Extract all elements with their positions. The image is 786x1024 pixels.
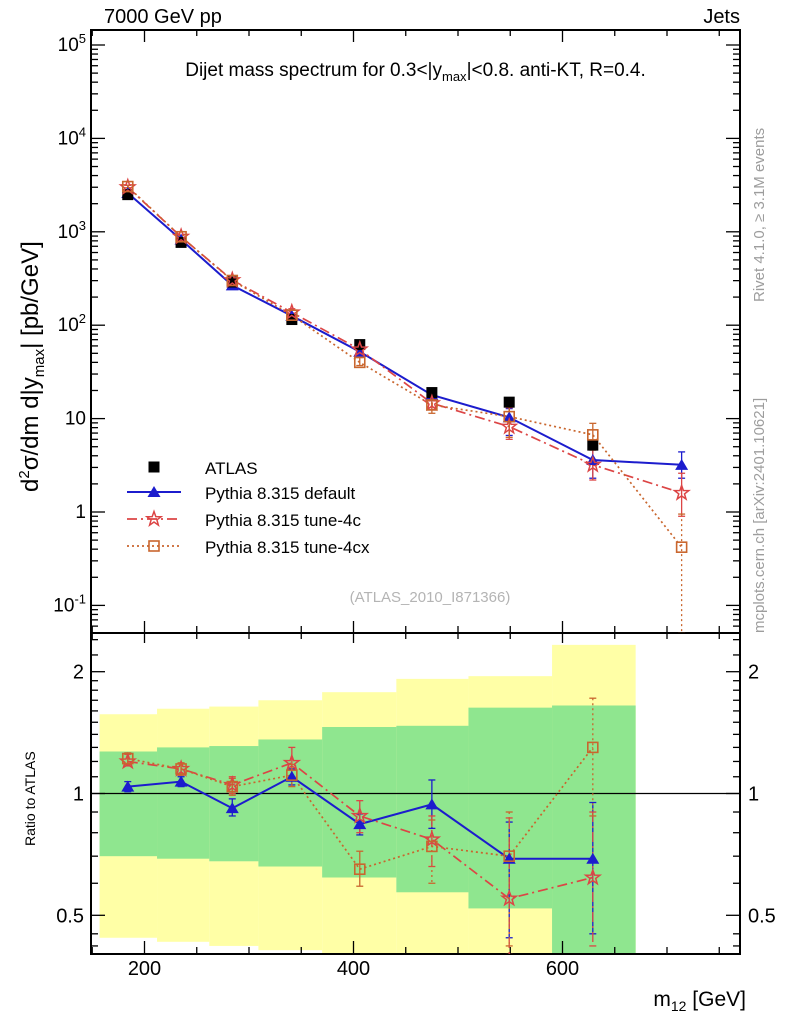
y-tick-label: 1 <box>75 502 86 523</box>
x-label-subscript: 12 <box>670 998 687 1014</box>
ratio-tick-label-right: 2 <box>748 662 759 684</box>
star-marker <box>499 888 519 907</box>
triangle-marker <box>147 486 161 497</box>
ratio-tick-label-right: 1 <box>748 784 759 806</box>
triangle-marker <box>285 770 299 782</box>
green-band-bin <box>209 746 259 862</box>
atlas-marker <box>226 276 238 288</box>
legend-graphics <box>127 461 181 552</box>
y-tick-label: 104 <box>58 124 86 149</box>
atlas-marker <box>587 439 599 451</box>
green-band-bin <box>99 751 158 857</box>
x-tick-label: 400 <box>337 958 370 980</box>
ratio-line-triangle <box>127 775 593 860</box>
legend-label-pythia-default: Pythia 8.315 default <box>205 484 356 503</box>
legend-label-atlas: ATLAS <box>205 459 258 478</box>
open-square-marker <box>148 540 160 552</box>
open-square-marker <box>175 230 187 243</box>
open-square-marker <box>353 863 366 875</box>
open-square-marker <box>286 769 298 781</box>
series-open-square <box>127 185 683 871</box>
open-square-marker <box>426 399 438 411</box>
open-square-marker <box>675 541 688 553</box>
star-marker <box>144 509 164 527</box>
atlas-marker <box>354 339 366 351</box>
open-square-marker <box>286 309 298 321</box>
triangle-marker <box>353 818 367 830</box>
atlas-marker <box>503 396 515 408</box>
ratio-tick-label-left: 1 <box>73 784 84 806</box>
mcplots-note: mcplots.cern.ch [arXiv:2401.10621] <box>751 397 768 633</box>
triangle-marker <box>675 458 689 470</box>
open-square-marker <box>426 840 438 853</box>
legend-label-pythia-tune4c: Pythia 8.315 tune-4c <box>205 511 361 530</box>
green-band-bin <box>468 707 553 909</box>
open-square-marker <box>503 850 516 862</box>
main-line-triangle <box>127 192 682 466</box>
uncertainty-bands <box>99 644 636 954</box>
open-square-marker <box>175 763 187 775</box>
open-square-marker <box>226 780 239 793</box>
process-label: Jets <box>703 6 740 28</box>
axis-ticks <box>91 30 740 954</box>
star-marker <box>350 806 370 824</box>
x-axis-label: m12 [GeV] <box>653 988 746 1014</box>
star-marker <box>282 753 302 771</box>
main-line-star <box>127 186 682 494</box>
ratio-line-open-square <box>127 746 594 871</box>
star-marker <box>672 483 691 501</box>
rivet-version-note: Rivet 4.1.0, ≥ 3.1M events <box>751 127 768 302</box>
star-marker <box>350 339 370 358</box>
x-tick-label: 600 <box>546 958 579 980</box>
beam-energy-label: 7000 GeV pp <box>104 6 222 28</box>
open-square-marker <box>587 741 599 754</box>
triangle-marker <box>225 802 239 814</box>
triangle-marker <box>425 798 439 810</box>
ratio-line-star <box>127 760 594 900</box>
star-marker <box>422 829 442 848</box>
triangle-marker <box>174 775 188 787</box>
y-tick-label: 105 <box>58 31 86 56</box>
analysis-watermark: (ATLAS_2010_I871366) <box>349 589 511 606</box>
data-markers <box>118 177 691 907</box>
open-square-marker <box>353 356 366 369</box>
triangle-marker <box>121 780 135 792</box>
open-square-marker <box>121 752 134 765</box>
y-tick-label: 10-1 <box>53 591 86 616</box>
plot-title-subscript: max <box>442 69 467 84</box>
open-square-marker <box>226 274 239 287</box>
triangle-marker <box>586 852 600 864</box>
star-marker <box>583 455 603 473</box>
y-tick-label: 102 <box>58 311 86 336</box>
open-square-marker <box>121 180 134 193</box>
atlas-marker <box>122 189 134 201</box>
x-tick-label: 200 <box>128 958 161 980</box>
main-line-open-square <box>127 185 683 548</box>
atlas-marker <box>148 461 160 473</box>
legend-label-pythia-tune4cx: Pythia 8.315 tune-4cx <box>205 538 370 557</box>
ratio-tick-label-right: 0.5 <box>748 905 776 927</box>
green-band-bin <box>552 705 636 954</box>
plot-title-post: |<0.8. anti-KT, R=0.4. <box>466 60 646 81</box>
star-marker <box>583 867 603 886</box>
atlas-marker <box>426 387 438 399</box>
y-label-subscript: max <box>31 348 48 378</box>
y-label-superscript: 2 <box>16 470 33 479</box>
plot-title: Dijet mass spectrum for 0.3<|ymax|<0.8. … <box>91 60 740 84</box>
y-tick-label: 10 <box>65 409 86 430</box>
plot-title-pre: Dijet mass spectrum for 0.3<|y <box>185 60 442 81</box>
star-marker <box>499 416 519 435</box>
ratio-tick-label-left: 0.5 <box>56 905 84 927</box>
open-square-marker <box>503 410 516 423</box>
main-panel-frame <box>90 29 741 634</box>
ratio-tick-label-left: 2 <box>73 662 84 684</box>
y-tick-label: 103 <box>58 218 86 243</box>
y-axis-label: d2σ/dm d|ymax| [pb/GeV] <box>16 241 48 492</box>
open-square-marker <box>587 429 599 441</box>
ratio-axis-label: Ratio to ATLAS <box>22 751 38 846</box>
